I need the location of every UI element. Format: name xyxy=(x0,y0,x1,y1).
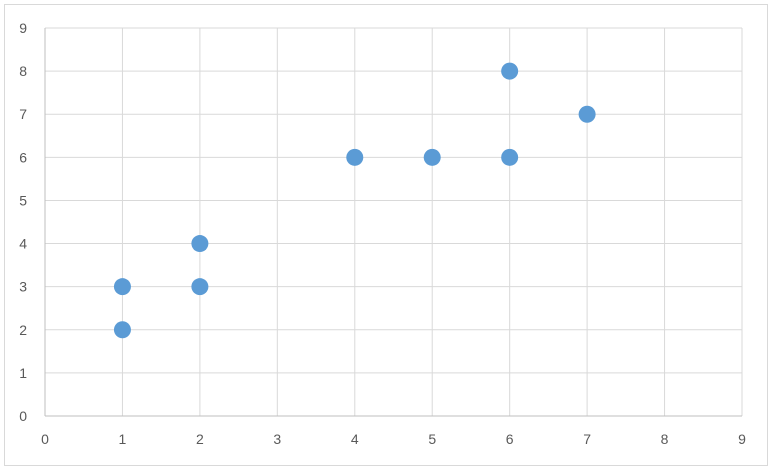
x-tick-label: 3 xyxy=(273,431,281,447)
horizontal-gridlines xyxy=(45,27,742,374)
y-tick-label: 1 xyxy=(19,365,27,381)
y-tick-label: 7 xyxy=(19,106,27,122)
scatter-point xyxy=(113,278,131,296)
y-tick-label: 9 xyxy=(19,20,27,36)
y-tick-label: 4 xyxy=(19,236,27,252)
scatter-point xyxy=(423,148,441,166)
x-tick-label: 2 xyxy=(196,431,204,447)
x-tick-label: 1 xyxy=(119,431,127,447)
vertical-gridlines xyxy=(121,28,743,416)
axes xyxy=(44,28,742,417)
y-tick-label: 0 xyxy=(19,408,27,424)
x-tick-label: 6 xyxy=(506,431,514,447)
y-tick-label: 6 xyxy=(19,149,27,165)
scatter-point xyxy=(191,278,209,296)
data-points xyxy=(113,62,596,339)
scatter-point xyxy=(191,235,209,253)
x-tick-label: 5 xyxy=(428,431,436,447)
y-tick-label: 2 xyxy=(19,322,27,338)
y-tick-label: 8 xyxy=(19,63,27,79)
y-axis-tick-labels: 0 1 2 3 4 5 6 7 8 9 xyxy=(19,20,27,424)
x-tick-label: 9 xyxy=(738,431,746,447)
x-tick-label: 8 xyxy=(661,431,669,447)
x-tick-label: 4 xyxy=(351,431,359,447)
chart-frame xyxy=(4,4,768,466)
y-tick-label: 5 xyxy=(19,192,27,208)
scatter-point xyxy=(501,148,519,166)
scatter-point xyxy=(113,321,131,339)
y-tick-label: 3 xyxy=(19,279,27,295)
scatter-point xyxy=(346,148,364,166)
scatter-point xyxy=(501,62,519,80)
x-tick-label: 7 xyxy=(583,431,591,447)
x-tick-label: 0 xyxy=(41,431,49,447)
scatter-point xyxy=(578,105,596,123)
x-axis-tick-labels: 0 1 2 3 4 5 6 7 8 9 xyxy=(41,431,746,447)
